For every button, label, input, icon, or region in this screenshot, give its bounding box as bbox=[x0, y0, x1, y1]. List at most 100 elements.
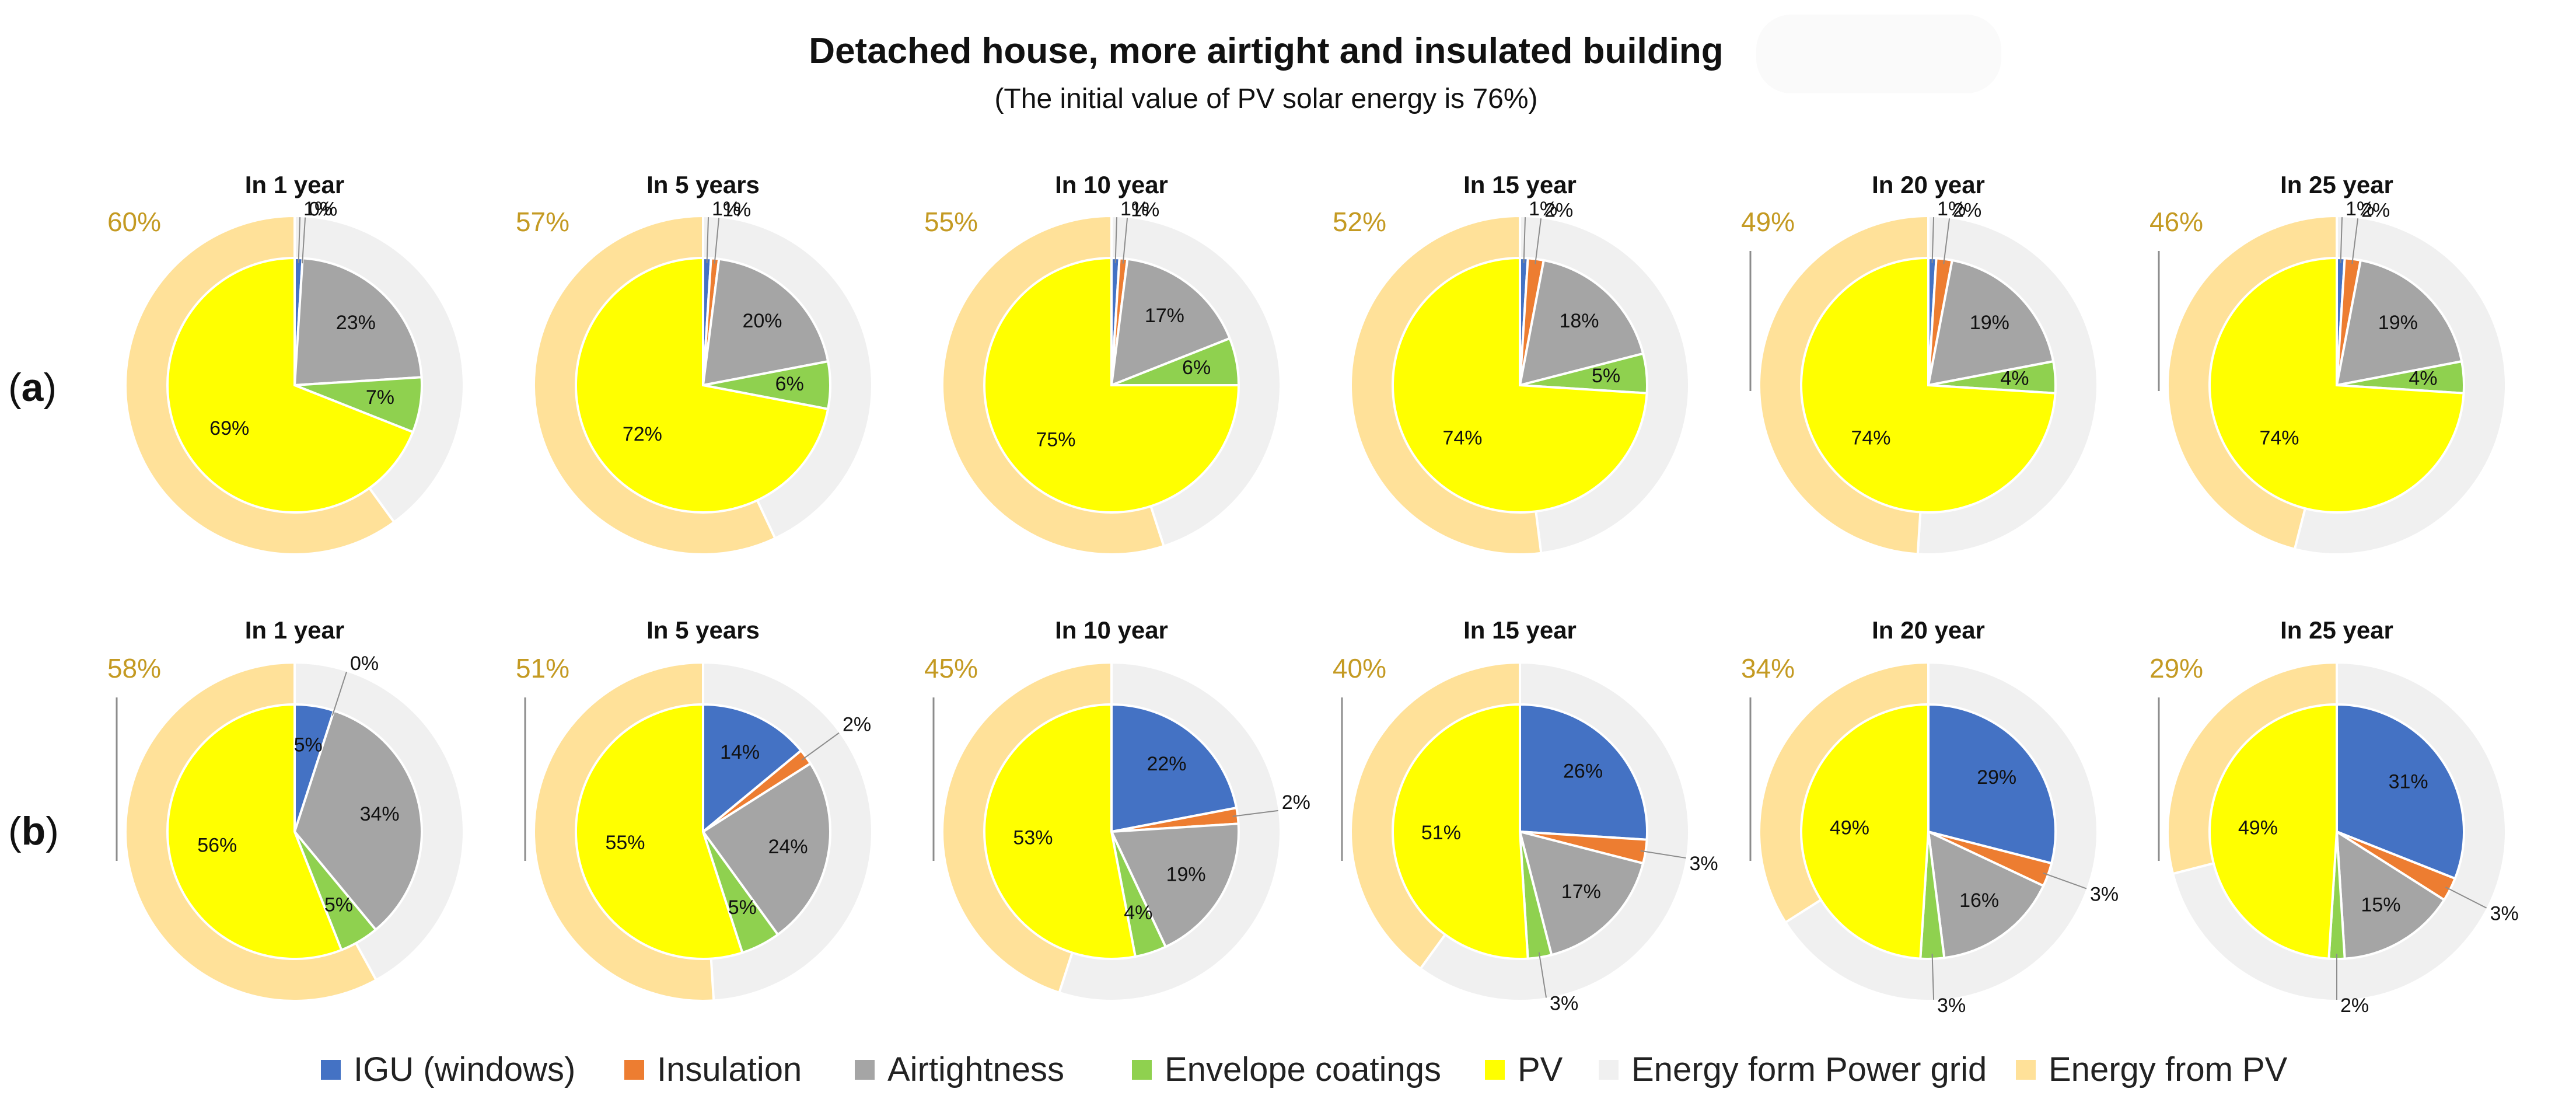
slice-igu-b-3 bbox=[1110, 703, 1238, 833]
outer-label-b-6: 29% bbox=[2149, 653, 2203, 683]
slice-label-pv-b-2: 55% bbox=[605, 832, 645, 854]
row-label-b-close: ) bbox=[46, 809, 59, 853]
slice-label-airtightness-a-3: 17% bbox=[1145, 305, 1184, 327]
slice-leader-coatings-b-5 bbox=[1931, 954, 1935, 1000]
slice-label-airtightness-b-5: 16% bbox=[1959, 889, 1999, 912]
legend-label-coatings: Envelope coatings bbox=[1165, 1051, 1441, 1088]
slice-leader-igu-a-4 bbox=[1523, 217, 1526, 263]
outer-label-a-2: 57% bbox=[516, 207, 569, 237]
outer-label-a-5: 49% bbox=[1741, 207, 1795, 237]
pie-chart-a-3: In 10 year 55% 1%1% 17% 6% 75% bbox=[924, 171, 1282, 556]
legend-swatch-igu bbox=[321, 1059, 341, 1080]
legend-label-insulation: Insulation bbox=[657, 1051, 802, 1088]
slice-label-pv-a-2: 72% bbox=[623, 423, 662, 445]
slice-leader-insulation-b-3 bbox=[1232, 810, 1278, 817]
slice-label-coatings-b-5: 3% bbox=[1937, 995, 1966, 1017]
slice-label-airtightness-a-6: 19% bbox=[2378, 312, 2418, 334]
pie-title-a-5: In 20 year bbox=[1872, 171, 1985, 198]
slice-label-insulation-a-2: 1% bbox=[722, 198, 751, 221]
chart-title: Detached house, more airtight and insula… bbox=[809, 31, 1724, 71]
slice-pv-b-3 bbox=[983, 703, 1137, 960]
slice-leader-igu-a-6 bbox=[2340, 217, 2343, 263]
slice-label-insulation-b-5: 3% bbox=[2090, 884, 2119, 906]
row-label-b-letter: b bbox=[21, 809, 46, 853]
slice-label-insulation-b-6: 3% bbox=[2490, 903, 2519, 925]
pie-chart-a-5: In 20 year 49% 1%2% 19% 4% 74% bbox=[1741, 171, 2099, 556]
row-label-a-close: ) bbox=[43, 365, 57, 410]
slice-leader-igu-a-3 bbox=[1114, 217, 1118, 263]
pie-title-a-2: In 5 years bbox=[646, 171, 760, 198]
slice-label-coatings-b-2: 5% bbox=[728, 896, 757, 919]
row-label-b: (b) bbox=[8, 808, 59, 854]
legend-swatch-coatings bbox=[1132, 1059, 1152, 1080]
slice-pv-b-2 bbox=[575, 703, 744, 960]
slice-airtightness-a-5 bbox=[1927, 259, 2055, 387]
pie-title-b-2: In 5 years bbox=[646, 616, 760, 644]
slice-airtightness-a-2 bbox=[701, 257, 830, 387]
slice-igu-b-2 bbox=[702, 703, 803, 835]
slice-pv-a-2 bbox=[575, 256, 830, 514]
slice-label-igu-b-5: 29% bbox=[1977, 766, 2016, 788]
slice-label-airtightness-a-1: 23% bbox=[336, 312, 376, 334]
slice-leader-igu-a-1 bbox=[298, 217, 301, 263]
slice-leader-insulation-a-3 bbox=[1122, 218, 1128, 264]
chart-subtitle: (The initial value of PV solar energy is… bbox=[994, 83, 1538, 114]
slice-label-pv-a-5: 74% bbox=[1851, 427, 1890, 449]
slice-label-pv-a-6: 74% bbox=[2259, 427, 2299, 449]
slice-airtightness-b-4 bbox=[1518, 830, 1645, 957]
legend-swatch-energy-pv bbox=[2016, 1059, 2036, 1080]
pie-chart-b-4: In 15 year 40% 26% 3% 17% 3% 51% bbox=[1333, 616, 1718, 1014]
legend-label-airtightness: Airtightness bbox=[887, 1051, 1065, 1088]
legend-swatch-insulation bbox=[624, 1059, 644, 1080]
slice-label-airtightness-a-4: 18% bbox=[1559, 310, 1599, 332]
pie-chart-a-1: In 1 year 60% 1%0% 23% 7% 69% bbox=[107, 171, 465, 556]
slice-leader-insulation-a-6 bbox=[2351, 218, 2359, 264]
slice-label-coatings-a-1: 7% bbox=[366, 386, 394, 409]
slice-pv-b-1 bbox=[166, 703, 343, 960]
slice-airtightness-a-3 bbox=[1110, 257, 1232, 388]
outer-label-a-3: 55% bbox=[924, 207, 978, 237]
slice-airtightness-b-2 bbox=[701, 762, 831, 937]
slice-label-airtightness-b-4: 17% bbox=[1561, 881, 1601, 903]
slice-label-insulation-a-6: 2% bbox=[2361, 199, 2390, 221]
pie-title-a-3: In 10 year bbox=[1055, 171, 1168, 198]
slice-label-igu-a-6: 1% bbox=[2346, 198, 2374, 220]
slice-leader-insulation-b-4 bbox=[1640, 850, 1686, 859]
slice-airtightness-a-1 bbox=[293, 257, 423, 387]
pie-title-b-5: In 20 year bbox=[1872, 616, 1985, 644]
slice-leader-insulation-a-2 bbox=[714, 218, 720, 264]
row-label-a-letter: a bbox=[21, 365, 44, 410]
slice-airtightness-a-6 bbox=[2335, 259, 2463, 387]
slice-label-insulation-b-2: 2% bbox=[843, 714, 871, 736]
slice-label-igu-a-1: 1% bbox=[303, 198, 332, 220]
slice-label-coatings-a-4: 5% bbox=[1592, 365, 1620, 387]
legend-label-grid: Energy form Power grid bbox=[1631, 1051, 1987, 1088]
outer-label-b-1: 58% bbox=[107, 653, 161, 683]
slice-igu-b-5 bbox=[1927, 703, 2057, 865]
slice-label-pv-b-5: 49% bbox=[1830, 817, 1869, 839]
slice-pv-a-4 bbox=[1392, 256, 1648, 514]
slice-label-pv-a-4: 74% bbox=[1442, 427, 1482, 449]
slice-label-pv-b-1: 56% bbox=[197, 834, 237, 856]
slice-label-airtightness-b-3: 19% bbox=[1166, 863, 1206, 885]
slice-label-pv-a-3: 75% bbox=[1036, 429, 1075, 451]
outer-label-b-5: 34% bbox=[1741, 653, 1795, 683]
legend-item-pv: PV bbox=[1485, 1042, 1563, 1097]
slice-label-airtightness-a-5: 19% bbox=[1970, 312, 2009, 334]
legend-swatch-grid bbox=[1599, 1059, 1619, 1080]
slice-label-coatings-b-6: 2% bbox=[2340, 995, 2369, 1017]
pie-chart-b-6: In 25 year 29% 31% 3% 15% 2% 49% bbox=[2149, 616, 2519, 1017]
slice-leader-igu-a-5 bbox=[1931, 217, 1935, 263]
slice-label-insulation-a-3: 1% bbox=[1131, 198, 1159, 221]
slice-airtightness-b-5 bbox=[1927, 829, 2045, 959]
slice-label-coatings-b-3: 4% bbox=[1124, 902, 1152, 924]
slice-label-pv-b-4: 51% bbox=[1421, 822, 1461, 844]
legend-swatch-airtightness bbox=[855, 1059, 875, 1080]
row-label-a-open: ( bbox=[8, 365, 22, 410]
legend-label-energy-pv: Energy from PV bbox=[2049, 1051, 2288, 1088]
slice-label-igu-b-3: 22% bbox=[1147, 753, 1186, 775]
slice-leader-insulation-b-1 bbox=[331, 671, 347, 716]
legend: IGU (windows) Insulation Airtightness En… bbox=[321, 1042, 2421, 1097]
legend-item-coatings: Envelope coatings bbox=[1132, 1042, 1441, 1097]
pie-title-b-4: In 15 year bbox=[1463, 616, 1577, 644]
